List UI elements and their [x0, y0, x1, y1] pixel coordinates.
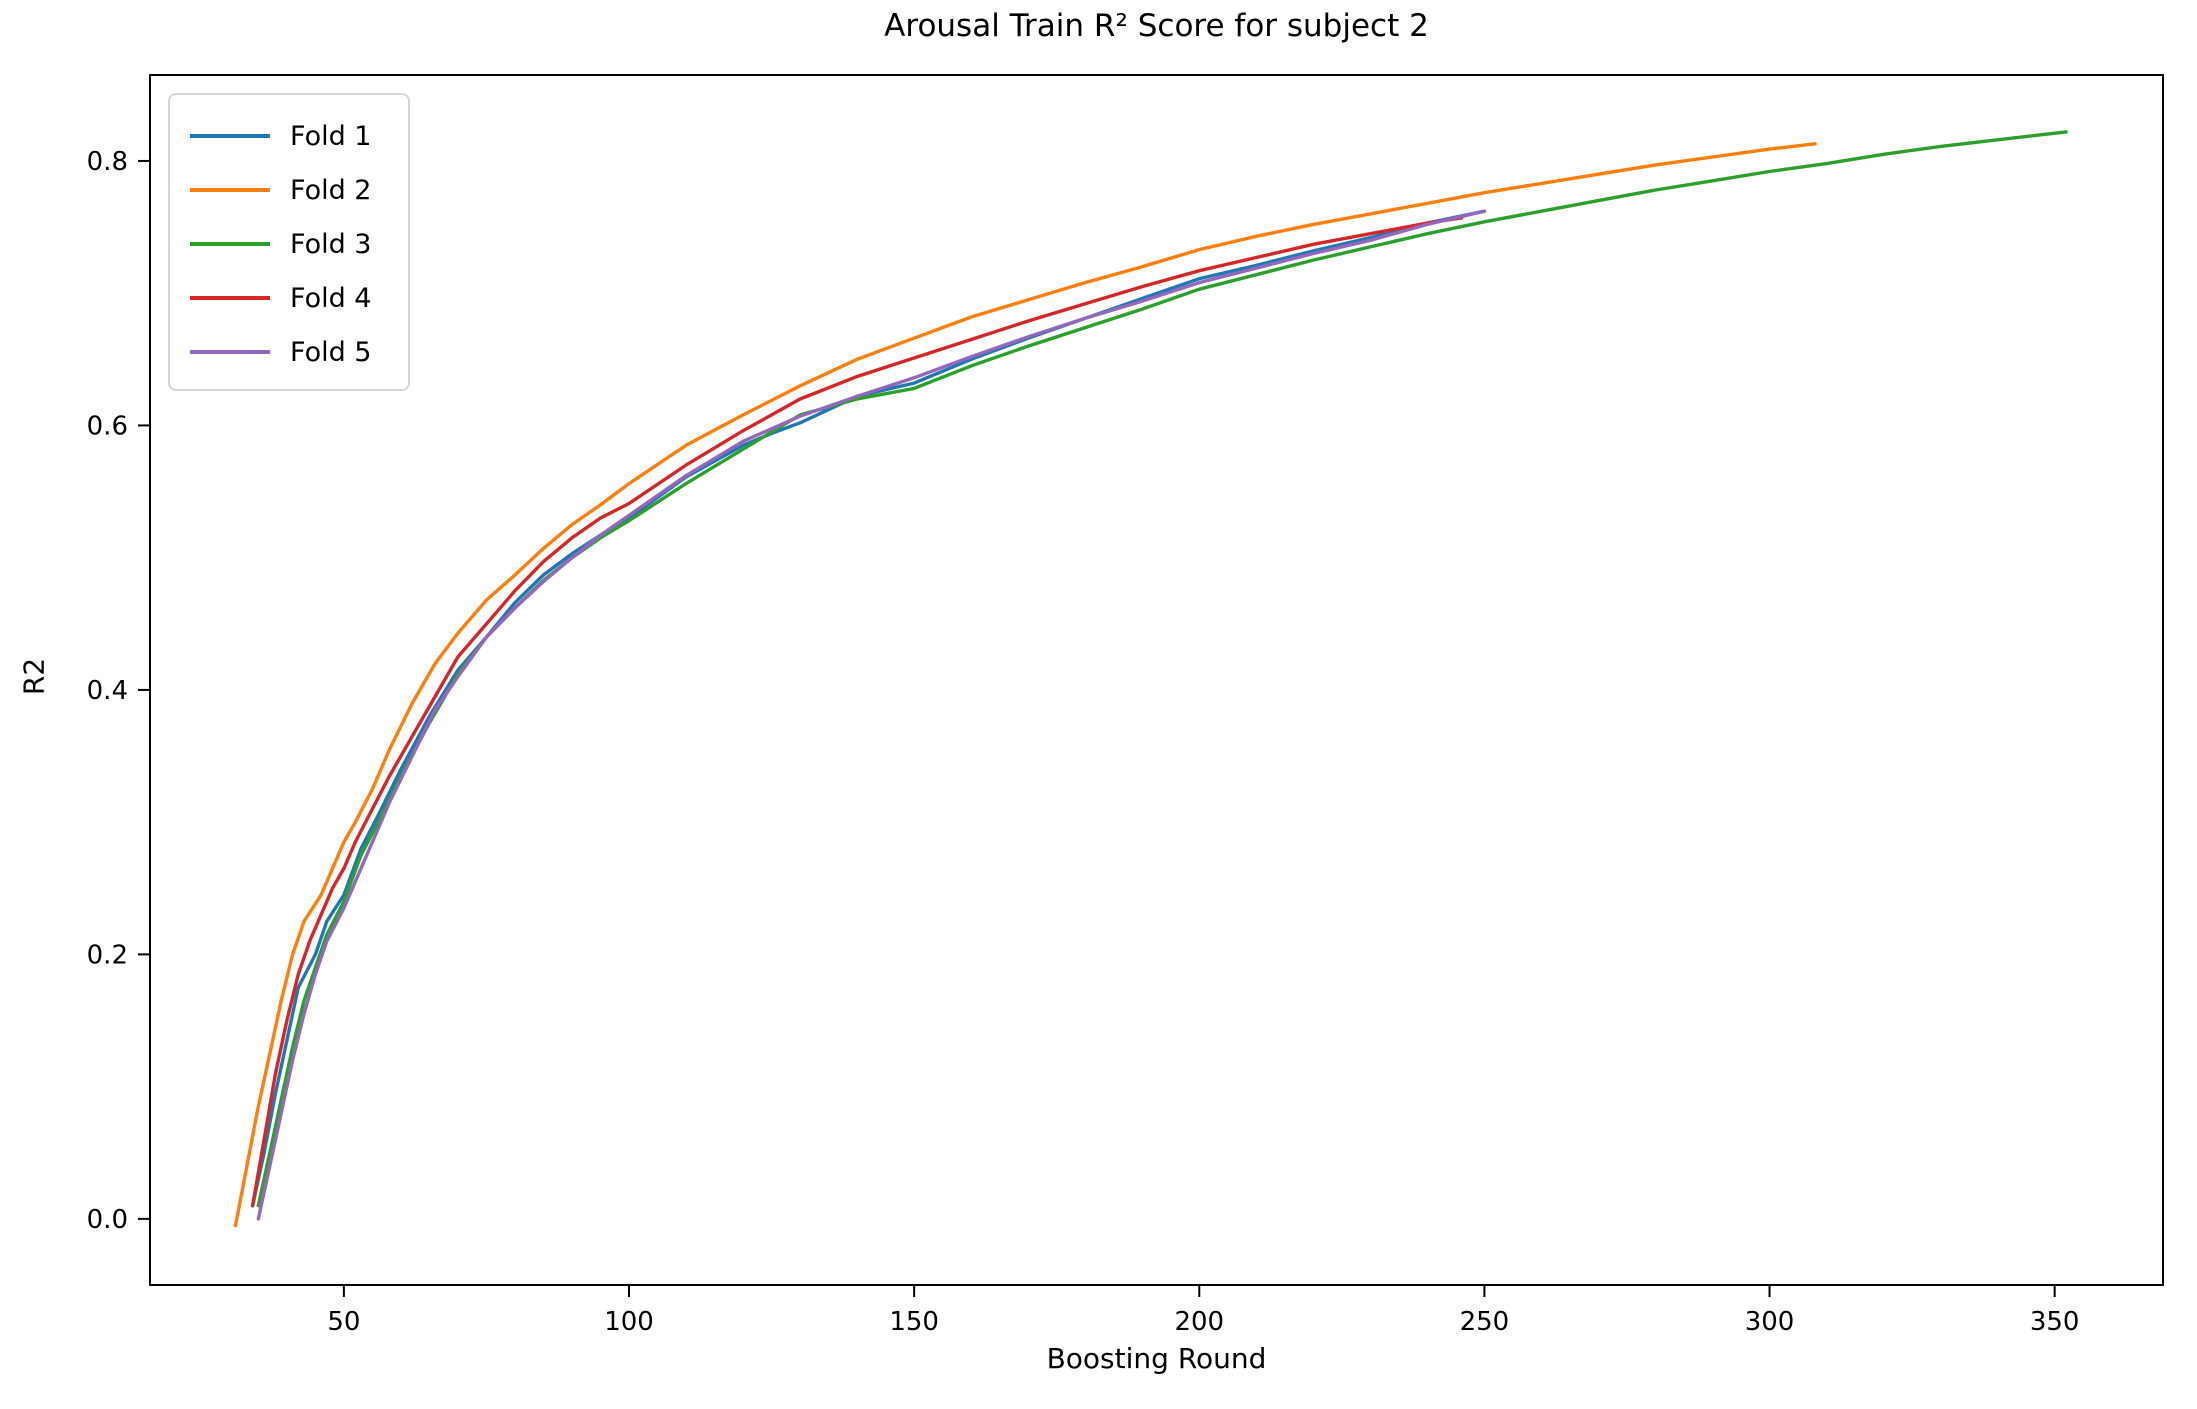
legend-line-swatch [190, 350, 270, 354]
legend-label: Fold 1 [290, 120, 372, 152]
legend-item-fold-3: Fold 3 [180, 217, 398, 271]
x-tick-label: 200 [1174, 1307, 1224, 1337]
legend-label: Fold 4 [290, 282, 372, 314]
x-tick-label: 50 [327, 1307, 360, 1337]
y-tick-label: 0.0 [87, 1205, 128, 1235]
x-tick-label: 350 [2030, 1307, 2080, 1337]
chart-title: Arousal Train R² Score for subject 2 [884, 8, 1429, 44]
legend: Fold 1 Fold 2 Fold 3 Fold 4 Fold 5 [168, 93, 410, 391]
legend-line-swatch [190, 188, 270, 192]
legend-item-fold-5: Fold 5 [180, 325, 398, 379]
series-line-fold-4 [250, 216, 1464, 1208]
legend-line-swatch [190, 296, 270, 300]
legend-label: Fold 5 [290, 336, 372, 368]
x-tick-label: 150 [889, 1307, 939, 1337]
legend-item-fold-1: Fold 1 [180, 109, 398, 163]
y-tick-label: 0.4 [87, 676, 128, 706]
x-tick-label: 100 [604, 1307, 654, 1337]
legend-label: Fold 3 [290, 228, 372, 260]
x-axis-label: Boosting Round [1046, 1342, 1267, 1375]
x-tick-label: 300 [1745, 1307, 1795, 1337]
y-tick-label: 0.6 [87, 411, 128, 441]
legend-label: Fold 2 [290, 174, 372, 206]
plot-frame [149, 74, 2164, 1286]
series-line-fold-2 [233, 142, 1817, 1228]
y-axis-label: R2 [17, 657, 51, 696]
legend-line-swatch [190, 242, 270, 246]
x-tick-label: 250 [1460, 1307, 1510, 1337]
legend-item-fold-4: Fold 4 [180, 271, 398, 325]
y-tick-label: 0.2 [87, 940, 128, 970]
y-tick-label: 0.8 [87, 147, 128, 177]
legend-item-fold-2: Fold 2 [180, 163, 398, 217]
legend-line-swatch [190, 134, 270, 138]
series-line-fold-5 [256, 209, 1487, 1221]
